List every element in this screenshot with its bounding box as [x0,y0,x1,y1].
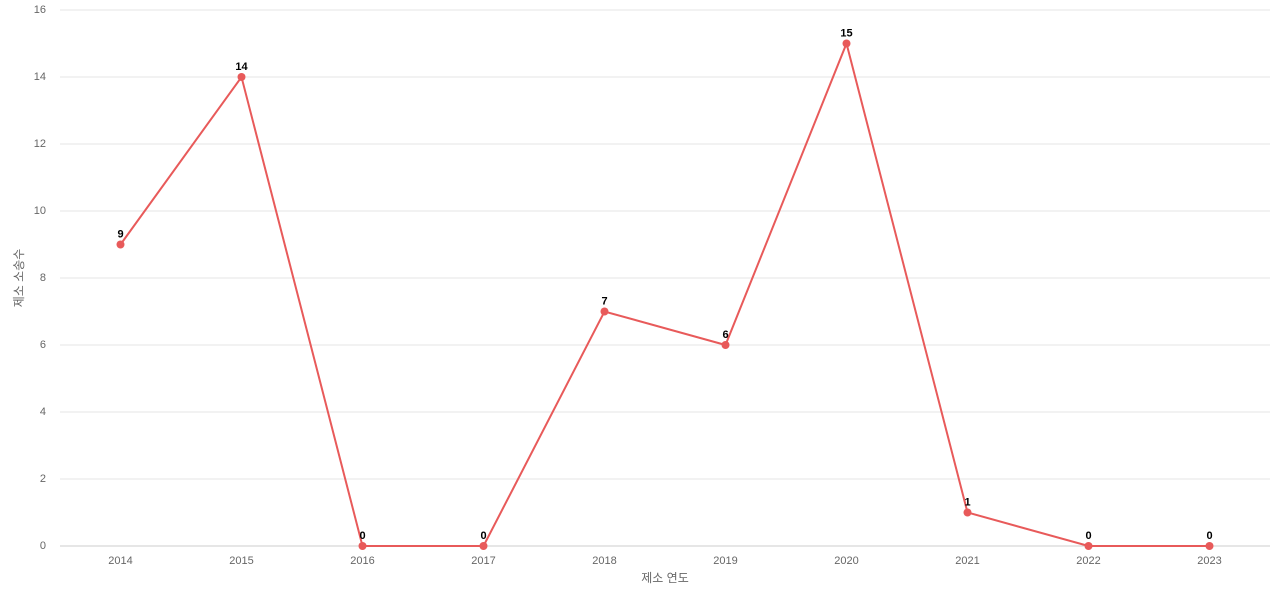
line [119,40,1210,547]
x-tick-label: 2014 [108,555,132,567]
point [963,508,972,517]
point [479,542,488,550]
value-label: 9 [117,228,123,240]
y-axis-label: 제소 소송수 [12,249,26,308]
y-tick-label: 14 [34,71,46,83]
value-label: 15 [840,27,852,39]
y-tick-label: 8 [40,272,46,284]
x-tick-label: 2022 [1076,555,1100,567]
x-axis-label: 제소 연도 [641,571,689,585]
point [600,307,609,316]
point [358,542,367,550]
point [237,73,246,81]
x-tick-label: 2021 [955,555,979,567]
value-label: 7 [601,295,607,307]
y-tick-label: 0 [40,540,46,552]
point [721,341,730,349]
y-tick-label: 2 [40,473,46,485]
y-tick-label: 6 [40,339,46,351]
point [1084,542,1093,550]
y-tick-label: 10 [34,205,46,217]
x-tick-label: 2018 [592,555,616,567]
value-label: 0 [1206,530,1212,542]
value-label: 14 [235,61,248,73]
value-label: 0 [1085,530,1091,542]
value-label: 0 [480,530,486,542]
x-tick-label: 2017 [471,555,495,567]
value-label: 6 [722,329,728,341]
point [116,240,125,249]
y-tick-label: 16 [34,4,46,16]
x-tick-label: 2023 [1197,555,1221,567]
y-tick-label: 4 [40,406,46,418]
point [842,39,851,48]
value-label: 1 [964,496,970,508]
y-tick-label: 12 [34,138,46,150]
value-label: 0 [359,530,365,542]
x-tick-label: 2016 [350,555,374,567]
x-tick-label: 2015 [229,555,253,567]
x-tick-label: 2020 [834,555,858,567]
x-tick-label: 2019 [713,555,737,567]
point [1205,542,1214,550]
